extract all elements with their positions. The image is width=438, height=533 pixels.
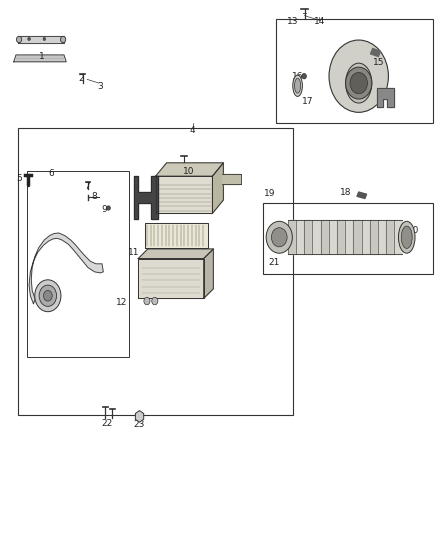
Circle shape — [35, 280, 61, 312]
Polygon shape — [145, 223, 208, 248]
Polygon shape — [204, 249, 213, 298]
Text: 3: 3 — [97, 82, 103, 91]
Polygon shape — [223, 174, 240, 184]
Polygon shape — [345, 220, 353, 254]
Circle shape — [350, 72, 367, 94]
Polygon shape — [321, 220, 329, 254]
Polygon shape — [386, 220, 394, 254]
Text: 17: 17 — [302, 97, 313, 106]
Polygon shape — [138, 249, 213, 259]
Polygon shape — [377, 88, 394, 107]
Polygon shape — [288, 220, 296, 254]
Ellipse shape — [399, 221, 415, 253]
Bar — [27, 171, 130, 357]
Bar — [263, 203, 433, 274]
Text: 16: 16 — [292, 71, 304, 80]
Polygon shape — [357, 192, 367, 198]
Polygon shape — [361, 220, 370, 254]
Circle shape — [107, 206, 110, 210]
Polygon shape — [29, 233, 103, 304]
Circle shape — [302, 74, 306, 79]
Circle shape — [60, 36, 66, 43]
Text: 22: 22 — [101, 419, 113, 428]
Circle shape — [346, 67, 372, 99]
Circle shape — [43, 290, 52, 301]
Text: 7: 7 — [84, 182, 90, 191]
Bar — [276, 19, 433, 123]
Text: 19: 19 — [264, 189, 275, 198]
Polygon shape — [371, 49, 381, 56]
Text: 10: 10 — [183, 167, 194, 176]
Text: 12: 12 — [117, 298, 128, 307]
Text: 20: 20 — [408, 227, 419, 236]
Circle shape — [266, 221, 292, 253]
Circle shape — [16, 36, 21, 43]
Polygon shape — [353, 220, 361, 254]
Text: 14: 14 — [314, 18, 325, 27]
Text: 6: 6 — [48, 169, 54, 178]
Text: 13: 13 — [286, 18, 298, 27]
Circle shape — [39, 285, 57, 306]
Text: 18: 18 — [340, 188, 351, 197]
Text: 8: 8 — [92, 192, 97, 201]
Polygon shape — [394, 220, 403, 254]
Text: 23: 23 — [134, 421, 145, 430]
Text: 21: 21 — [268, 258, 280, 266]
Polygon shape — [155, 163, 223, 176]
Polygon shape — [296, 220, 304, 254]
Polygon shape — [134, 176, 158, 219]
Text: 5: 5 — [17, 174, 22, 183]
Text: 1: 1 — [39, 52, 45, 61]
Bar — [18, 128, 293, 415]
Text: 2: 2 — [79, 74, 84, 83]
Ellipse shape — [294, 78, 300, 93]
Circle shape — [272, 228, 287, 247]
Circle shape — [43, 37, 46, 41]
Polygon shape — [337, 220, 345, 254]
Polygon shape — [155, 176, 212, 213]
Polygon shape — [304, 220, 312, 254]
Polygon shape — [14, 55, 66, 62]
Polygon shape — [312, 220, 321, 254]
Polygon shape — [212, 163, 223, 213]
Circle shape — [329, 40, 389, 112]
Text: 4: 4 — [190, 126, 196, 135]
Polygon shape — [370, 220, 378, 254]
Circle shape — [152, 297, 158, 305]
Polygon shape — [329, 220, 337, 254]
Circle shape — [144, 297, 150, 305]
Polygon shape — [18, 36, 64, 43]
Polygon shape — [135, 410, 144, 422]
Circle shape — [28, 37, 30, 41]
Ellipse shape — [293, 75, 302, 96]
Ellipse shape — [346, 63, 372, 103]
Text: 9: 9 — [102, 205, 107, 214]
Ellipse shape — [401, 226, 412, 248]
Text: 11: 11 — [128, 248, 140, 257]
Polygon shape — [138, 259, 204, 298]
Polygon shape — [378, 220, 386, 254]
Text: 15: 15 — [373, 59, 384, 67]
